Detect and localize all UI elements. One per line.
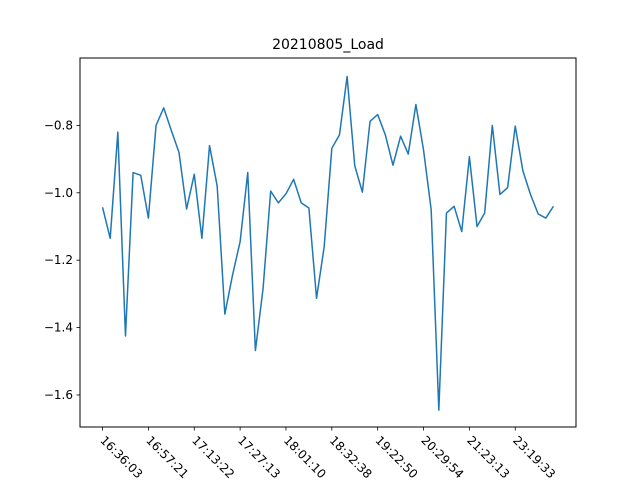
plot-frame	[79, 57, 577, 428]
y-tick-label: −1.2	[44, 253, 73, 267]
chart-title: 20210805_Load	[272, 37, 384, 53]
series-line	[101, 75, 555, 411]
y-tick-label: −0.8	[44, 118, 73, 132]
y-tick-label: −1.6	[44, 388, 73, 402]
y-tick-label: −1.0	[44, 186, 73, 200]
y-tick-label: −1.4	[44, 321, 73, 335]
series-layer	[101, 75, 555, 411]
y-axis: −1.6 −1.4 −1.2 −1.0 −0.8	[44, 118, 80, 402]
plot-area	[80, 58, 576, 427]
